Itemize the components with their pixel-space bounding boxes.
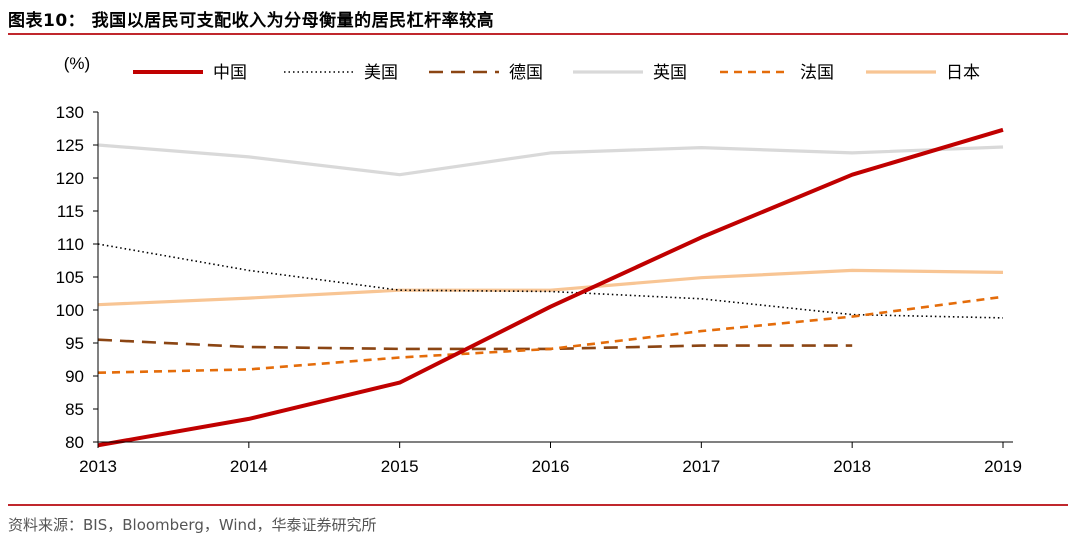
x-tick-label: 2014 [230,457,268,476]
title-divider [8,33,1068,35]
series-line-4 [97,295,1004,374]
y-axis-unit-label: (%) [64,54,90,73]
legend-label-5: 日本 [946,63,980,83]
figure-title: 图表10： 我国以居民可支配收入为分母衡量的居民杠杆率较高 [8,11,495,31]
y-tick-label: 85 [65,400,84,419]
series-line-2 [97,338,853,351]
series-line-0 [97,127,1004,448]
y-tick-label: 90 [65,367,84,386]
y-tick-label: 115 [57,202,84,221]
axes-layer: 80 85 90 95 100 105 110 115 120 125 130 2013 2014 201… [56,103,1022,476]
x-tick-label: 2015 [381,457,419,476]
y-tick-label: 125 [56,136,84,155]
series-line-3 [97,143,1004,177]
legend-label-0: 中国 [213,63,247,83]
series-layer [97,127,1004,448]
legend-label-4: 法国 [800,63,834,83]
source-note: 资料来源：BIS，Bloomberg，Wind，华泰证券研究所 [8,516,377,534]
x-tick-label: 2017 [682,457,720,476]
x-tick-label: 2019 [984,457,1022,476]
y-tick-label: 95 [65,334,84,353]
y-tick-label: 110 [57,235,84,254]
footer-divider [8,504,1068,506]
y-tick-label: 80 [65,433,84,452]
y-tick-label: 100 [56,301,84,320]
y-tick-label: 120 [56,169,84,188]
series-line-1 [97,243,1004,319]
legend-label-3: 英国 [653,63,687,83]
y-tick-label: 105 [56,268,84,287]
x-tick-label: 2013 [79,457,117,476]
y-tick-label: 130 [56,103,84,122]
x-tick-label: 2016 [532,457,570,476]
legend-label-2: 德国 [509,63,543,83]
legend: 中国 美国 德国 英国 法国 日本 [133,63,980,83]
x-tick-label: 2018 [833,457,871,476]
series-line-5 [97,268,1004,307]
legend-label-1: 美国 [364,63,398,83]
